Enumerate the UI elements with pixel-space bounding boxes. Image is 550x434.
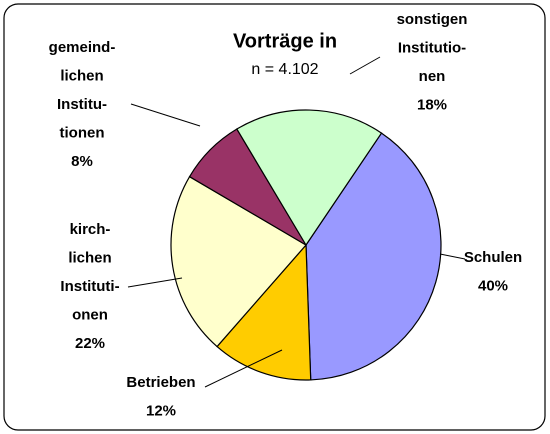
slice-label: Schulen xyxy=(464,249,522,266)
leader-line xyxy=(349,56,381,75)
slice-label: onen xyxy=(72,306,108,323)
slice-label: lichen xyxy=(60,67,103,84)
slice-label: gemeind- xyxy=(49,39,116,56)
value-label: 12% xyxy=(146,402,176,419)
value-label: 40% xyxy=(478,277,508,294)
pie-slice xyxy=(236,109,383,247)
slice-label: nen xyxy=(419,68,446,85)
leader-line xyxy=(439,253,466,260)
slice-label: kirch- xyxy=(70,221,111,238)
pie-slice xyxy=(305,132,442,381)
slice-label: sonstigen xyxy=(397,11,468,28)
value-label: 8% xyxy=(71,153,93,170)
value-label: 18% xyxy=(417,96,447,113)
chart-subtitle: n = 4.102 xyxy=(251,61,318,78)
pie-slice xyxy=(216,243,312,381)
chart-title: Vorträge in xyxy=(233,30,337,52)
slice-label: Instituti- xyxy=(60,278,119,295)
leader-line xyxy=(127,277,183,288)
slice-label: Institutio- xyxy=(398,39,466,56)
slice-label: Betrieben xyxy=(126,374,195,391)
slice-label: Institu- xyxy=(57,96,107,113)
slice-label: lichen xyxy=(68,249,111,266)
leader-line xyxy=(204,349,283,388)
value-label: 22% xyxy=(75,335,105,352)
leader-line xyxy=(130,103,201,127)
slice-label: tionen xyxy=(60,124,105,141)
pie-slice xyxy=(170,175,307,348)
